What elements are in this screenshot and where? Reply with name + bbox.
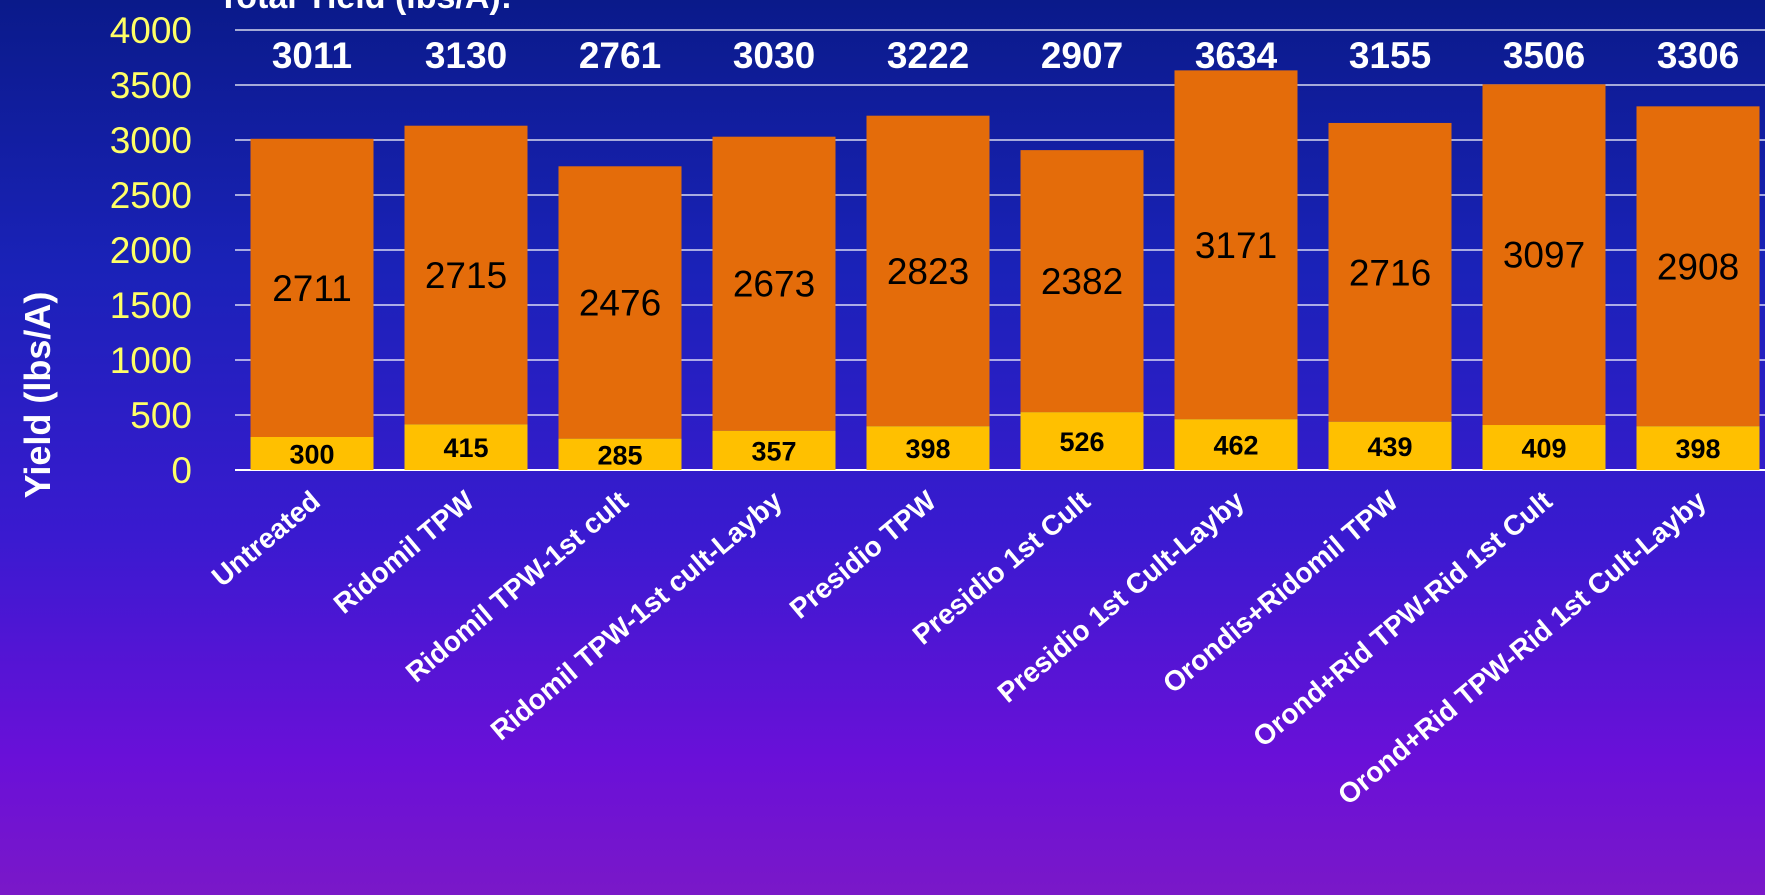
bar-lower-value-label: 462 [1213, 431, 1258, 461]
total-label: 3634 [1195, 35, 1278, 76]
bar-lower-segment [1482, 425, 1606, 470]
y-tick-label: 1500 [110, 285, 192, 326]
bar-upper-segment [1636, 106, 1760, 427]
bar-lower-value-label: 398 [905, 434, 950, 464]
bar-lower-value-label: 409 [1521, 434, 1566, 464]
y-tick-label: 0 [171, 450, 192, 491]
bar-lower-value-label: 300 [289, 440, 334, 470]
bar-lower-segment [866, 426, 990, 470]
x-tick-label: Untreated [206, 485, 326, 593]
x-tick-label: Ridomil TPW-1st cult-Layby [485, 485, 788, 747]
bar-upper-segment [558, 166, 682, 439]
bar-lower-segment [712, 430, 836, 470]
total-label: 3506 [1503, 35, 1585, 76]
chart-title: Total Yield (lbs/A): [218, 0, 512, 16]
y-tick-labels: 0 500 1000 1500 2000 2500 3000 3500 4000 [110, 10, 192, 491]
bar-upper-segment [866, 115, 990, 427]
bar-upper-segment [250, 138, 374, 438]
bar-upper-segment [1174, 70, 1298, 420]
bar-upper-segment [1482, 84, 1606, 426]
bars: 2711 300 2715 415 2476 285 2673 357 2823 398 2382 5… [250, 70, 1760, 470]
x-tick-label: Presidio TPW [784, 484, 943, 624]
bar-upper-value-label: 2908 [1657, 246, 1739, 287]
total-label: 3155 [1349, 35, 1431, 76]
total-label: 3222 [887, 35, 969, 76]
bar-upper-value-label: 2476 [579, 282, 661, 323]
bar-upper-value-label: 3171 [1195, 225, 1277, 266]
x-tick-label: Orond+Rid TPW-Rid 1st Cult [1247, 485, 1558, 753]
total-label: 3130 [425, 35, 507, 76]
bar-upper-segment [1020, 150, 1144, 413]
bar-lower-segment [1636, 426, 1760, 470]
total-label: 3306 [1657, 35, 1739, 76]
y-tick-label: 2000 [110, 230, 192, 271]
bar-lower-segment [404, 424, 528, 470]
total-label: 2907 [1041, 35, 1123, 76]
y-tick-label: 3000 [110, 120, 192, 161]
y-tick-label: 4000 [110, 10, 192, 51]
y-tick-label: 3500 [110, 65, 192, 106]
x-tick-label: Presidio 1st Cult-Layby [992, 485, 1251, 709]
bar-lower-value-label: 285 [597, 440, 642, 470]
bar-lower-value-label: 398 [1675, 434, 1720, 464]
bar-upper-value-label: 2716 [1349, 252, 1431, 293]
bar-upper-value-label: 2715 [425, 255, 507, 296]
y-tick-label: 500 [130, 395, 192, 436]
bar-upper-segment [712, 136, 836, 431]
bar-lower-segment [1020, 412, 1144, 470]
bar-upper-value-label: 3097 [1503, 235, 1585, 276]
bar-lower-value-label: 357 [751, 436, 796, 466]
bar-upper-value-label: 2382 [1041, 261, 1123, 302]
x-tick-label: Ridomil TPW [328, 484, 481, 619]
y-tick-label: 2500 [110, 175, 192, 216]
bar-upper-value-label: 2823 [887, 251, 969, 292]
bar-lower-segment [1174, 419, 1298, 470]
y-axis-label: Yield (lbs/A) [17, 292, 58, 499]
bar-upper-segment [404, 125, 528, 425]
y-tick-label: 1000 [110, 340, 192, 381]
total-labels: 3011 3130 2761 3030 3222 2907 3634 3155 3506 3306 [272, 35, 1739, 76]
bar-lower-segment [558, 438, 682, 470]
bar-lower-value-label: 415 [443, 433, 488, 463]
bar-lower-value-label: 526 [1059, 427, 1104, 457]
bar-upper-value-label: 2711 [272, 268, 352, 309]
total-label: 3030 [733, 35, 815, 76]
bar-upper-value-label: 2673 [733, 264, 815, 305]
bar-lower-segment [250, 437, 374, 470]
bar-lower-segment [1328, 421, 1452, 470]
bar-lower-value-label: 439 [1367, 432, 1412, 462]
total-label: 2761 [579, 35, 661, 76]
bar-upper-segment [1328, 122, 1452, 422]
total-label: 3011 [272, 35, 352, 76]
